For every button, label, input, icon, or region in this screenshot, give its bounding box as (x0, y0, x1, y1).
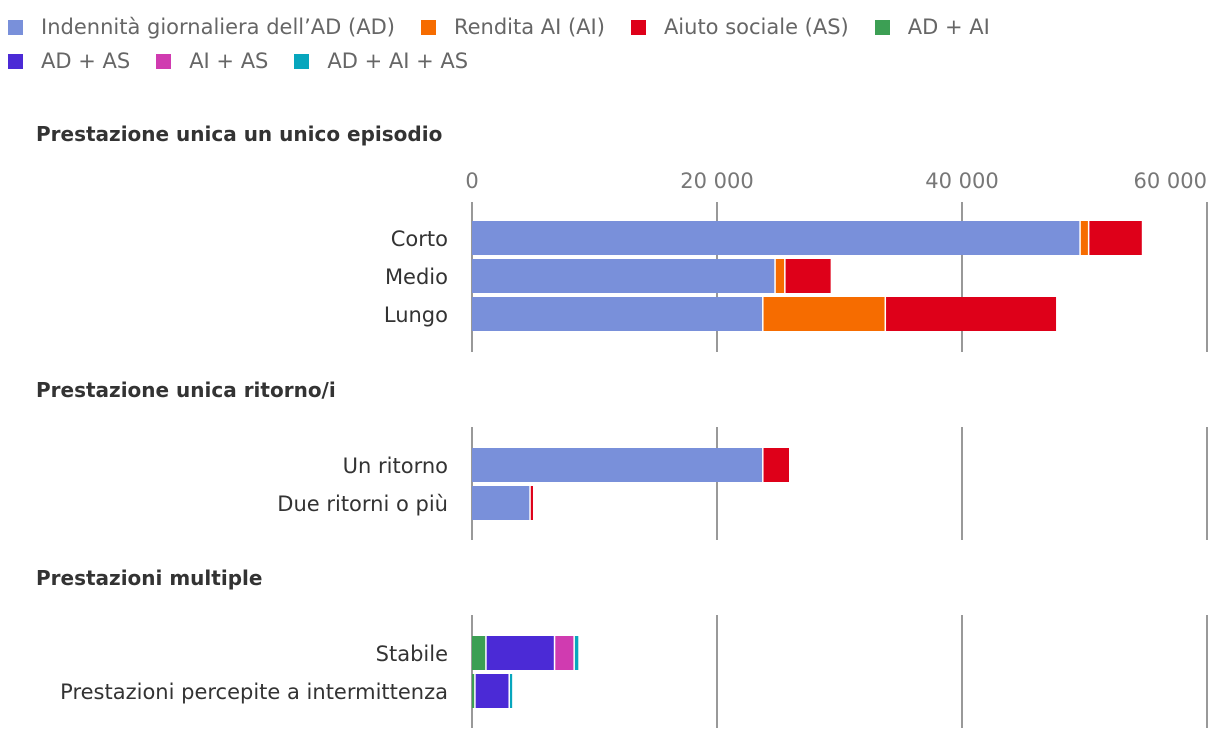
legend-label: Aiuto sociale (AS) (663, 15, 849, 39)
bar-segment (509, 674, 513, 708)
bar-segment (472, 259, 775, 293)
legend-label: AD + AS (41, 49, 131, 73)
bar-segment (472, 297, 763, 331)
category-label: Prestazioni percepite a intermittenza (60, 680, 448, 704)
legend-label: AD + AI + AS (327, 49, 469, 73)
bar-segment (472, 674, 475, 708)
bar-segment (574, 636, 579, 670)
legend-swatch (630, 19, 646, 35)
tick-label: 0 (465, 169, 478, 193)
tick-label: 20 000 (680, 169, 753, 193)
tick-label: 40 000 (925, 169, 998, 193)
bar-segment (472, 448, 763, 482)
bar-segment (472, 636, 486, 670)
legend-swatch (156, 53, 172, 69)
legend-item-ad-ai[interactable]: AD + AI (874, 15, 990, 39)
bar-segment (475, 674, 509, 708)
legend-label: AD + AI (907, 15, 990, 39)
tick-label: 60 000 (1134, 169, 1207, 193)
bar-segment (763, 297, 885, 331)
bar-segment (555, 636, 574, 670)
bar-segment (1089, 221, 1142, 255)
bar-segment (530, 486, 533, 520)
legend: Indennità giornaliera dell’AD (AD) Rendi… (8, 10, 1208, 78)
category-label: Un ritorno (343, 454, 448, 478)
category-label: Corto (391, 227, 448, 251)
legend-item-as[interactable]: Aiuto sociale (AS) (630, 15, 849, 39)
legend-item-ad-ai-as[interactable]: AD + AI + AS (294, 49, 468, 73)
legend-swatch (8, 19, 23, 35)
legend-item-ad[interactable]: Indennità giornaliera dell’AD (AD) (8, 15, 395, 39)
category-label: Lungo (384, 303, 448, 327)
bar-segment (472, 486, 530, 520)
bar-segment (785, 259, 831, 293)
legend-label: Rendita AI (AI) (453, 15, 605, 39)
legend-swatch (8, 53, 23, 69)
bar-segment (486, 636, 554, 670)
bar-segment (886, 297, 1057, 331)
legend-swatch (420, 19, 436, 35)
legend-item-ai[interactable]: Rendita AI (AI) (420, 15, 605, 39)
category-label: Due ritorni o più (277, 492, 448, 516)
category-label: Stabile (376, 642, 448, 666)
legend-row: Indennità giornaliera dell’AD (AD) Rendi… (8, 10, 1208, 44)
panel-title: Prestazione unica un unico episodio (36, 122, 442, 146)
bar-segment (472, 221, 1080, 255)
panel-title: Prestazioni multiple (36, 566, 262, 590)
legend-item-ai-as[interactable]: AI + AS (156, 49, 268, 73)
category-label: Medio (385, 265, 448, 289)
legend-row: AD + AS AI + AS AD + AI + AS (8, 44, 1208, 78)
legend-swatch (294, 53, 310, 69)
legend-swatch (874, 19, 890, 35)
panel-title: Prestazione unica ritorno/i (36, 378, 336, 402)
bar-segment (763, 448, 789, 482)
bar-segment (775, 259, 785, 293)
legend-item-ad-as[interactable]: AD + AS (8, 49, 130, 73)
bar-segment (1080, 221, 1088, 255)
legend-label: Indennità giornaliera dell’AD (AD) (41, 15, 395, 39)
legend-label: AI + AS (189, 49, 269, 73)
